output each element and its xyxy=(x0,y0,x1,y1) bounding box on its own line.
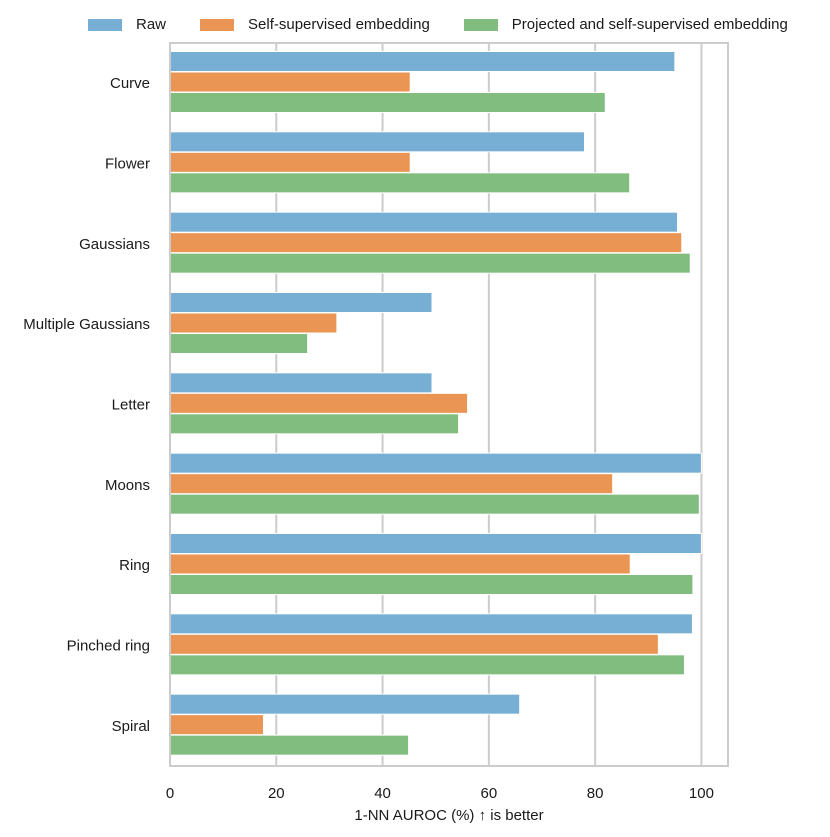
legend-item-self-supervised: Self-supervised embedding xyxy=(200,16,430,33)
bar-letter-series-1 xyxy=(169,392,469,414)
x-tick-label: 60 xyxy=(481,785,498,802)
bar-letter-series-2 xyxy=(169,413,460,435)
y-category-label: Flower xyxy=(105,156,150,173)
legend-item-raw: Raw xyxy=(88,16,166,33)
y-category-label: Moons xyxy=(105,477,150,494)
legend-label-projected: Projected and self-supervised embedding xyxy=(511,16,788,33)
bar-moons-series-1 xyxy=(169,473,614,495)
bar-spiral-series-1 xyxy=(169,714,265,736)
bar-layer xyxy=(169,51,702,756)
x-tick-label: 40 xyxy=(374,785,391,802)
y-category-label: Letter xyxy=(112,397,150,414)
bar-gaussians-series-1 xyxy=(169,232,683,254)
legend-label-raw: Raw xyxy=(136,16,167,33)
legend-label-self-supervised: Self-supervised embedding xyxy=(248,16,430,33)
x-tick-label: 20 xyxy=(268,785,285,802)
legend-swatch-projected xyxy=(463,18,498,31)
bar-flower-series-2 xyxy=(169,172,631,194)
y-category-label: Gaussians xyxy=(79,236,150,253)
legend-swatch-self-supervised xyxy=(200,18,235,31)
bar-curve-series-0 xyxy=(169,51,676,72)
bar-gaussians-series-0 xyxy=(169,211,679,233)
y-category-label: Ring xyxy=(119,557,150,574)
bar-multiple-gaussians-series-1 xyxy=(169,312,338,334)
bar-curve-series-1 xyxy=(169,71,411,93)
bar-pinched-ring-series-1 xyxy=(169,633,659,655)
x-tick-label: 100 xyxy=(689,785,714,802)
x-tick-label: 80 xyxy=(587,785,604,802)
bar-letter-series-0 xyxy=(169,372,433,394)
label-layer: 0 20 40 60 80 100 Curve Flower Gaussians Multiple… xyxy=(23,75,714,802)
bar-ring-series-0 xyxy=(169,533,702,554)
y-category-label: Spiral xyxy=(112,718,150,735)
y-category-label: Multiple Gaussians xyxy=(23,316,150,333)
legend: Raw Self-supervised embedding Projected … xyxy=(88,16,788,33)
y-category-label: Curve xyxy=(110,75,150,92)
bar-ring-series-2 xyxy=(169,574,694,595)
bar-flower-series-0 xyxy=(169,131,586,153)
y-category-label: Pinched ring xyxy=(67,638,150,655)
bar-curve-series-2 xyxy=(169,92,606,113)
bar-spiral-series-2 xyxy=(169,734,410,756)
plot-frame xyxy=(169,42,729,767)
bar-pinched-ring-series-2 xyxy=(169,654,685,676)
bar-spiral-series-0 xyxy=(169,693,521,715)
bar-moons-series-0 xyxy=(169,452,702,474)
x-tick-label: 0 xyxy=(166,785,174,802)
legend-swatch-raw xyxy=(88,18,122,31)
bar-multiple-gaussians-series-2 xyxy=(169,333,309,354)
bar-pinched-ring-series-0 xyxy=(169,613,693,635)
x-axis-title: 1-NN AUROC (%) ↑ is better xyxy=(354,807,543,824)
bar-multiple-gaussians-series-0 xyxy=(169,292,433,313)
bar-gaussians-series-2 xyxy=(169,252,691,274)
bar-ring-series-1 xyxy=(169,553,631,575)
bar-moons-series-2 xyxy=(169,493,700,515)
legend-item-projected: Projected and self-supervised embedding xyxy=(463,16,788,33)
bar-flower-series-1 xyxy=(169,151,411,173)
